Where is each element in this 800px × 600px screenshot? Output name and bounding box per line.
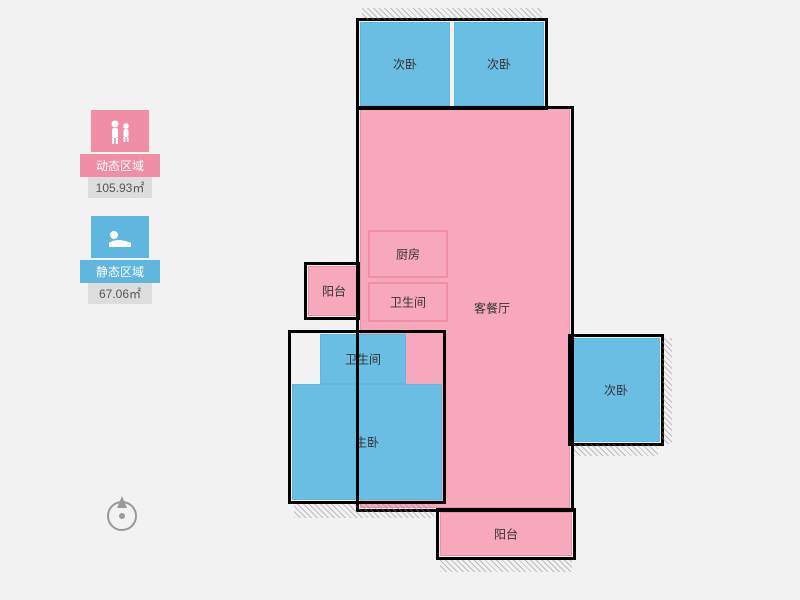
room-label-bath-1: 卫生间 — [390, 294, 426, 311]
legend-value-static: 67.06㎡ — [88, 283, 152, 304]
hatch-0 — [362, 8, 542, 20]
room-label-sec-bed-tr: 次卧 — [487, 56, 511, 73]
room-label-sec-bed-tl: 次卧 — [393, 56, 417, 73]
legend-value-dynamic: 105.93㎡ — [88, 177, 152, 198]
room-label-sec-bed-r: 次卧 — [604, 382, 628, 399]
legend-label-static: 静态区域 — [80, 260, 160, 283]
compass-icon — [100, 490, 144, 534]
room-label-bath-2: 卫生间 — [345, 351, 381, 368]
hatch-4 — [662, 338, 672, 444]
room-label-balcony-s: 阳台 — [494, 526, 518, 543]
hatch-1 — [294, 504, 434, 518]
hatch-3 — [574, 444, 658, 456]
legend: 动态区域 105.93㎡ 静态区域 67.06㎡ — [80, 110, 160, 322]
sleep-icon — [91, 216, 149, 258]
room-label-kitchen: 厨房 — [396, 246, 420, 263]
legend-item-static: 静态区域 67.06㎡ — [80, 216, 160, 304]
floorplan: 次卧次卧客餐厅阳台卫生间主卧次卧阳台厨房卫生间 — [280, 8, 680, 573]
legend-label-dynamic: 动态区域 — [80, 154, 160, 177]
room-label-master-bed: 主卧 — [355, 434, 379, 451]
people-icon — [91, 110, 149, 152]
legend-item-dynamic: 动态区域 105.93㎡ — [80, 110, 160, 198]
room-label-living: 客餐厅 — [474, 300, 510, 317]
hatch-2 — [440, 560, 572, 572]
room-label-balcony-w: 阳台 — [322, 283, 346, 300]
